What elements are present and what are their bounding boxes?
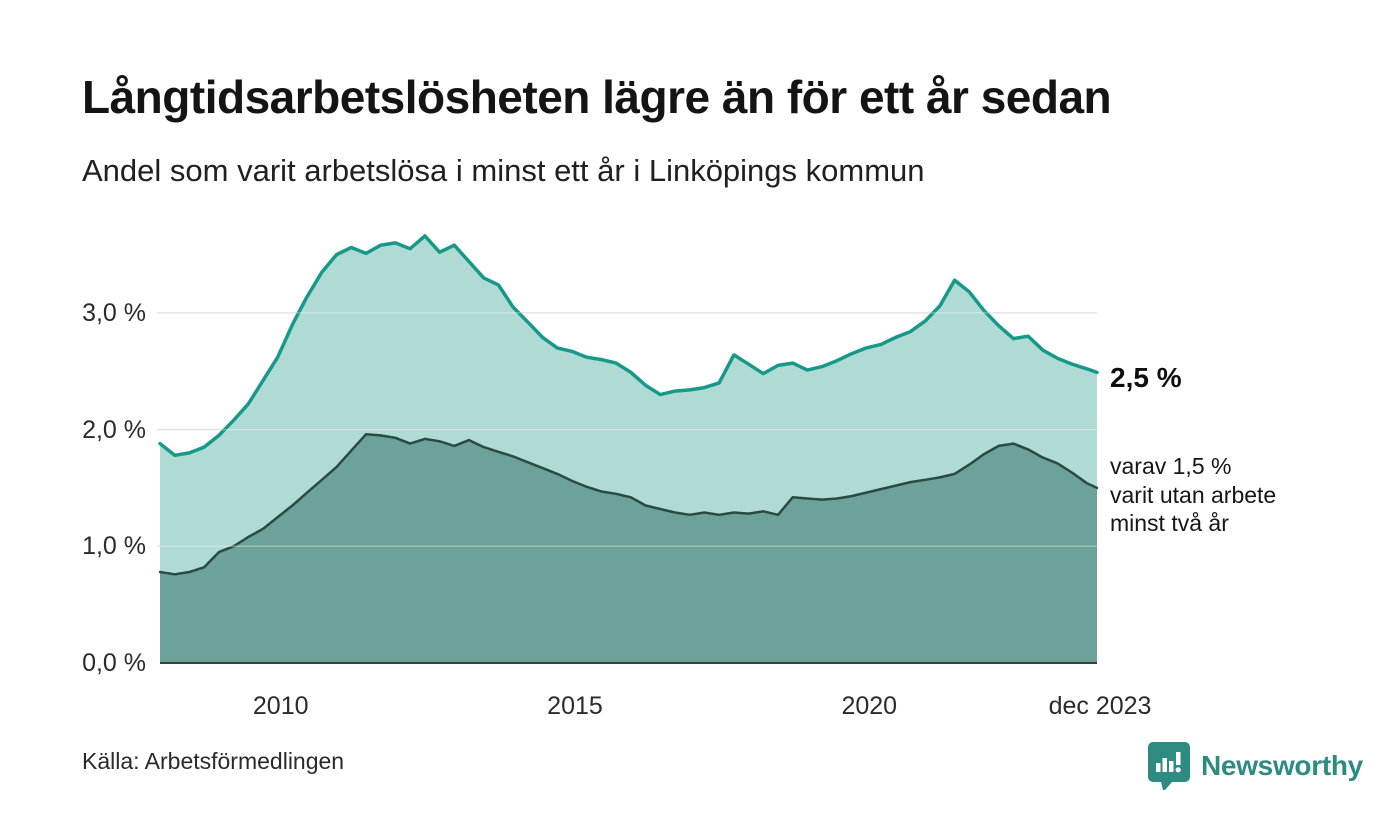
bar-chart-speech-bubble-icon [1148,742,1190,790]
brand-name: Newsworthy [1201,750,1363,781]
series-annotation-line: varit utan arbete [1110,481,1277,508]
page-title: Långtidsarbetslösheten lägre än för ett … [82,71,1112,123]
brand-lockup: Newsworthy [1147,741,1363,791]
x-tick-label: 2015 [547,692,603,720]
series-annotation-line: minst två år [1110,510,1229,536]
y-tick-label: 3,0 % [82,298,146,327]
y-tick-label: 0,0 % [82,649,146,677]
source-credit: Källa: Arbetsförmedlingen [82,748,345,774]
y-tick-label: 1,0 % [82,532,146,561]
x-tick-label: 2020 [841,692,898,720]
series-annotation-line: varav 1,5 % [1110,453,1232,479]
series-end-value-label: 2,5 % [1110,362,1182,393]
x-tick-label: dec 2023 [1048,692,1152,720]
series-annotation-label: varav 1,5 % varit utan arbete minst två år [1110,452,1276,538]
y-tick-label: 2,0 % [82,415,146,444]
page-subtitle: Andel som varit arbetslösa i minst ett å… [82,153,925,188]
x-tick-label: 2010 [252,692,309,720]
